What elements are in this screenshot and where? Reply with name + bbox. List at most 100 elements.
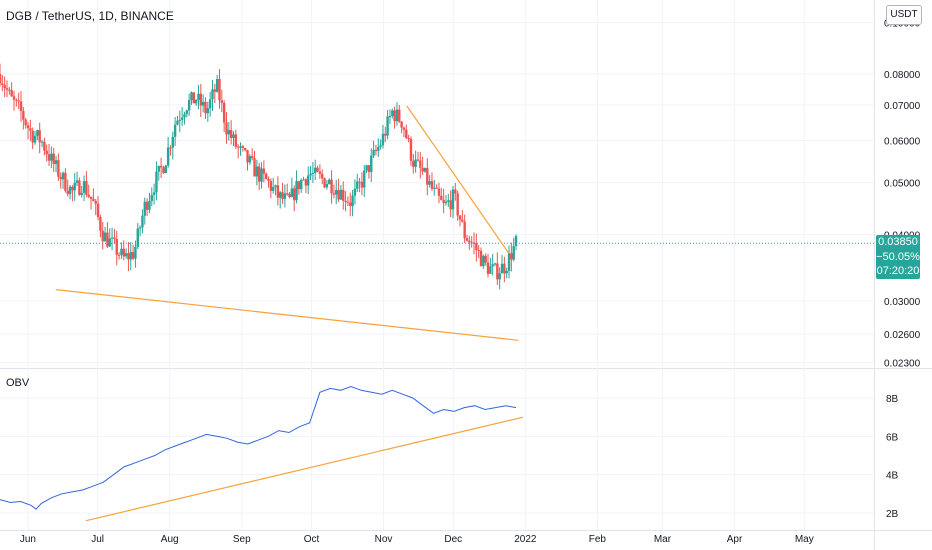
candle-body <box>489 266 492 274</box>
candle-body <box>351 195 354 207</box>
candle-body <box>330 179 333 194</box>
candle-body <box>229 130 233 138</box>
candle-body <box>108 238 111 247</box>
current-price-tag: 0.03850 −50.05% 07:20:20 <box>876 235 920 279</box>
price-tick-label: 0.03000 <box>884 297 921 308</box>
candle-body <box>129 252 132 260</box>
candle-body <box>169 147 172 149</box>
candle-body <box>211 89 214 100</box>
price-tick-label: 0.05000 <box>884 179 921 190</box>
obv-tick-label: 8B <box>886 394 899 405</box>
bar-countdown: 07:20:20 <box>876 265 920 277</box>
candle-body <box>318 171 322 174</box>
candle-body <box>152 192 156 195</box>
price-tick-label: 0.08000 <box>884 70 921 81</box>
candle-body <box>73 182 76 191</box>
candle-body <box>374 150 378 152</box>
candle-body <box>325 183 329 188</box>
candle-body <box>456 193 459 216</box>
candle-body <box>155 171 158 193</box>
candle-body <box>8 89 11 91</box>
obv-trendline <box>85 416 524 522</box>
candle-body <box>507 253 511 271</box>
obv-tick-label: 2B <box>886 509 899 520</box>
candle-body <box>1 83 4 85</box>
candle-body <box>138 227 142 229</box>
time-tick-label: Aug <box>161 534 179 545</box>
candle-body <box>162 167 165 174</box>
candle-body <box>180 117 184 120</box>
candle-body <box>370 155 373 172</box>
candle-body <box>398 109 401 122</box>
candle-body <box>54 160 58 164</box>
price-value: 0.03850 <box>878 236 918 248</box>
time-tick-label: Oct <box>304 534 320 545</box>
candle-body <box>50 153 53 161</box>
candle-body <box>117 254 121 256</box>
candle-body <box>358 181 361 183</box>
candle-body <box>215 79 219 92</box>
obv-tick-label: 6B <box>886 432 899 443</box>
candle-body <box>391 110 394 117</box>
candle-body <box>311 172 315 174</box>
candle-body <box>304 179 308 186</box>
candle-body <box>451 189 455 210</box>
candle-body <box>430 181 434 189</box>
candle-body <box>159 165 163 168</box>
candle-body <box>328 179 331 184</box>
candle-body <box>479 250 483 267</box>
candle-body <box>243 148 247 151</box>
candle-body <box>484 255 487 263</box>
candle-body <box>393 110 396 122</box>
candle-body <box>248 156 252 163</box>
candle-body <box>442 199 445 204</box>
candle-body <box>31 130 34 143</box>
price-tick-label: 0.06000 <box>884 137 921 148</box>
candle-body <box>106 232 109 247</box>
candle-body <box>496 263 499 280</box>
candle-body <box>66 190 69 194</box>
price-trendline <box>406 105 510 254</box>
candle-body <box>395 109 399 122</box>
candle-body <box>92 198 95 202</box>
candle-body <box>367 165 371 172</box>
candle-body <box>321 173 324 179</box>
time-tick-label: May <box>795 534 814 545</box>
candle-body <box>197 93 200 101</box>
candle-body <box>295 181 298 201</box>
candle-body <box>365 165 368 171</box>
candle-body <box>407 137 410 139</box>
price-change: −50.05% <box>876 250 920 263</box>
candle-body <box>227 130 231 135</box>
candle-body <box>26 125 30 129</box>
candle-body <box>194 100 198 104</box>
candle-body <box>134 246 137 259</box>
currency-button[interactable]: USDT <box>886 5 922 25</box>
candle-body <box>136 228 139 247</box>
candle-body <box>234 134 238 147</box>
candle-body <box>166 147 170 166</box>
candle-body <box>255 166 259 177</box>
candle-body <box>204 101 207 114</box>
candle-body <box>52 153 55 164</box>
candle-body <box>342 189 345 201</box>
candle-body <box>173 124 177 137</box>
candle-body <box>220 100 224 103</box>
candle-body <box>314 167 317 173</box>
candle-body <box>85 181 88 195</box>
candle-body <box>447 200 450 202</box>
obv-title: OBV <box>6 377 30 389</box>
candle-body <box>185 110 188 115</box>
time-tick-label: Dec <box>444 534 462 545</box>
candle-body <box>113 237 116 240</box>
candle-body <box>288 193 291 197</box>
candle-body <box>379 145 382 147</box>
candle-body <box>192 92 196 104</box>
candle-body <box>271 187 275 191</box>
candle-body <box>468 240 471 243</box>
candle-body <box>127 253 130 260</box>
obv-tick-label: 4B <box>886 471 899 482</box>
candle-body <box>274 185 277 188</box>
candle-body <box>283 193 287 199</box>
